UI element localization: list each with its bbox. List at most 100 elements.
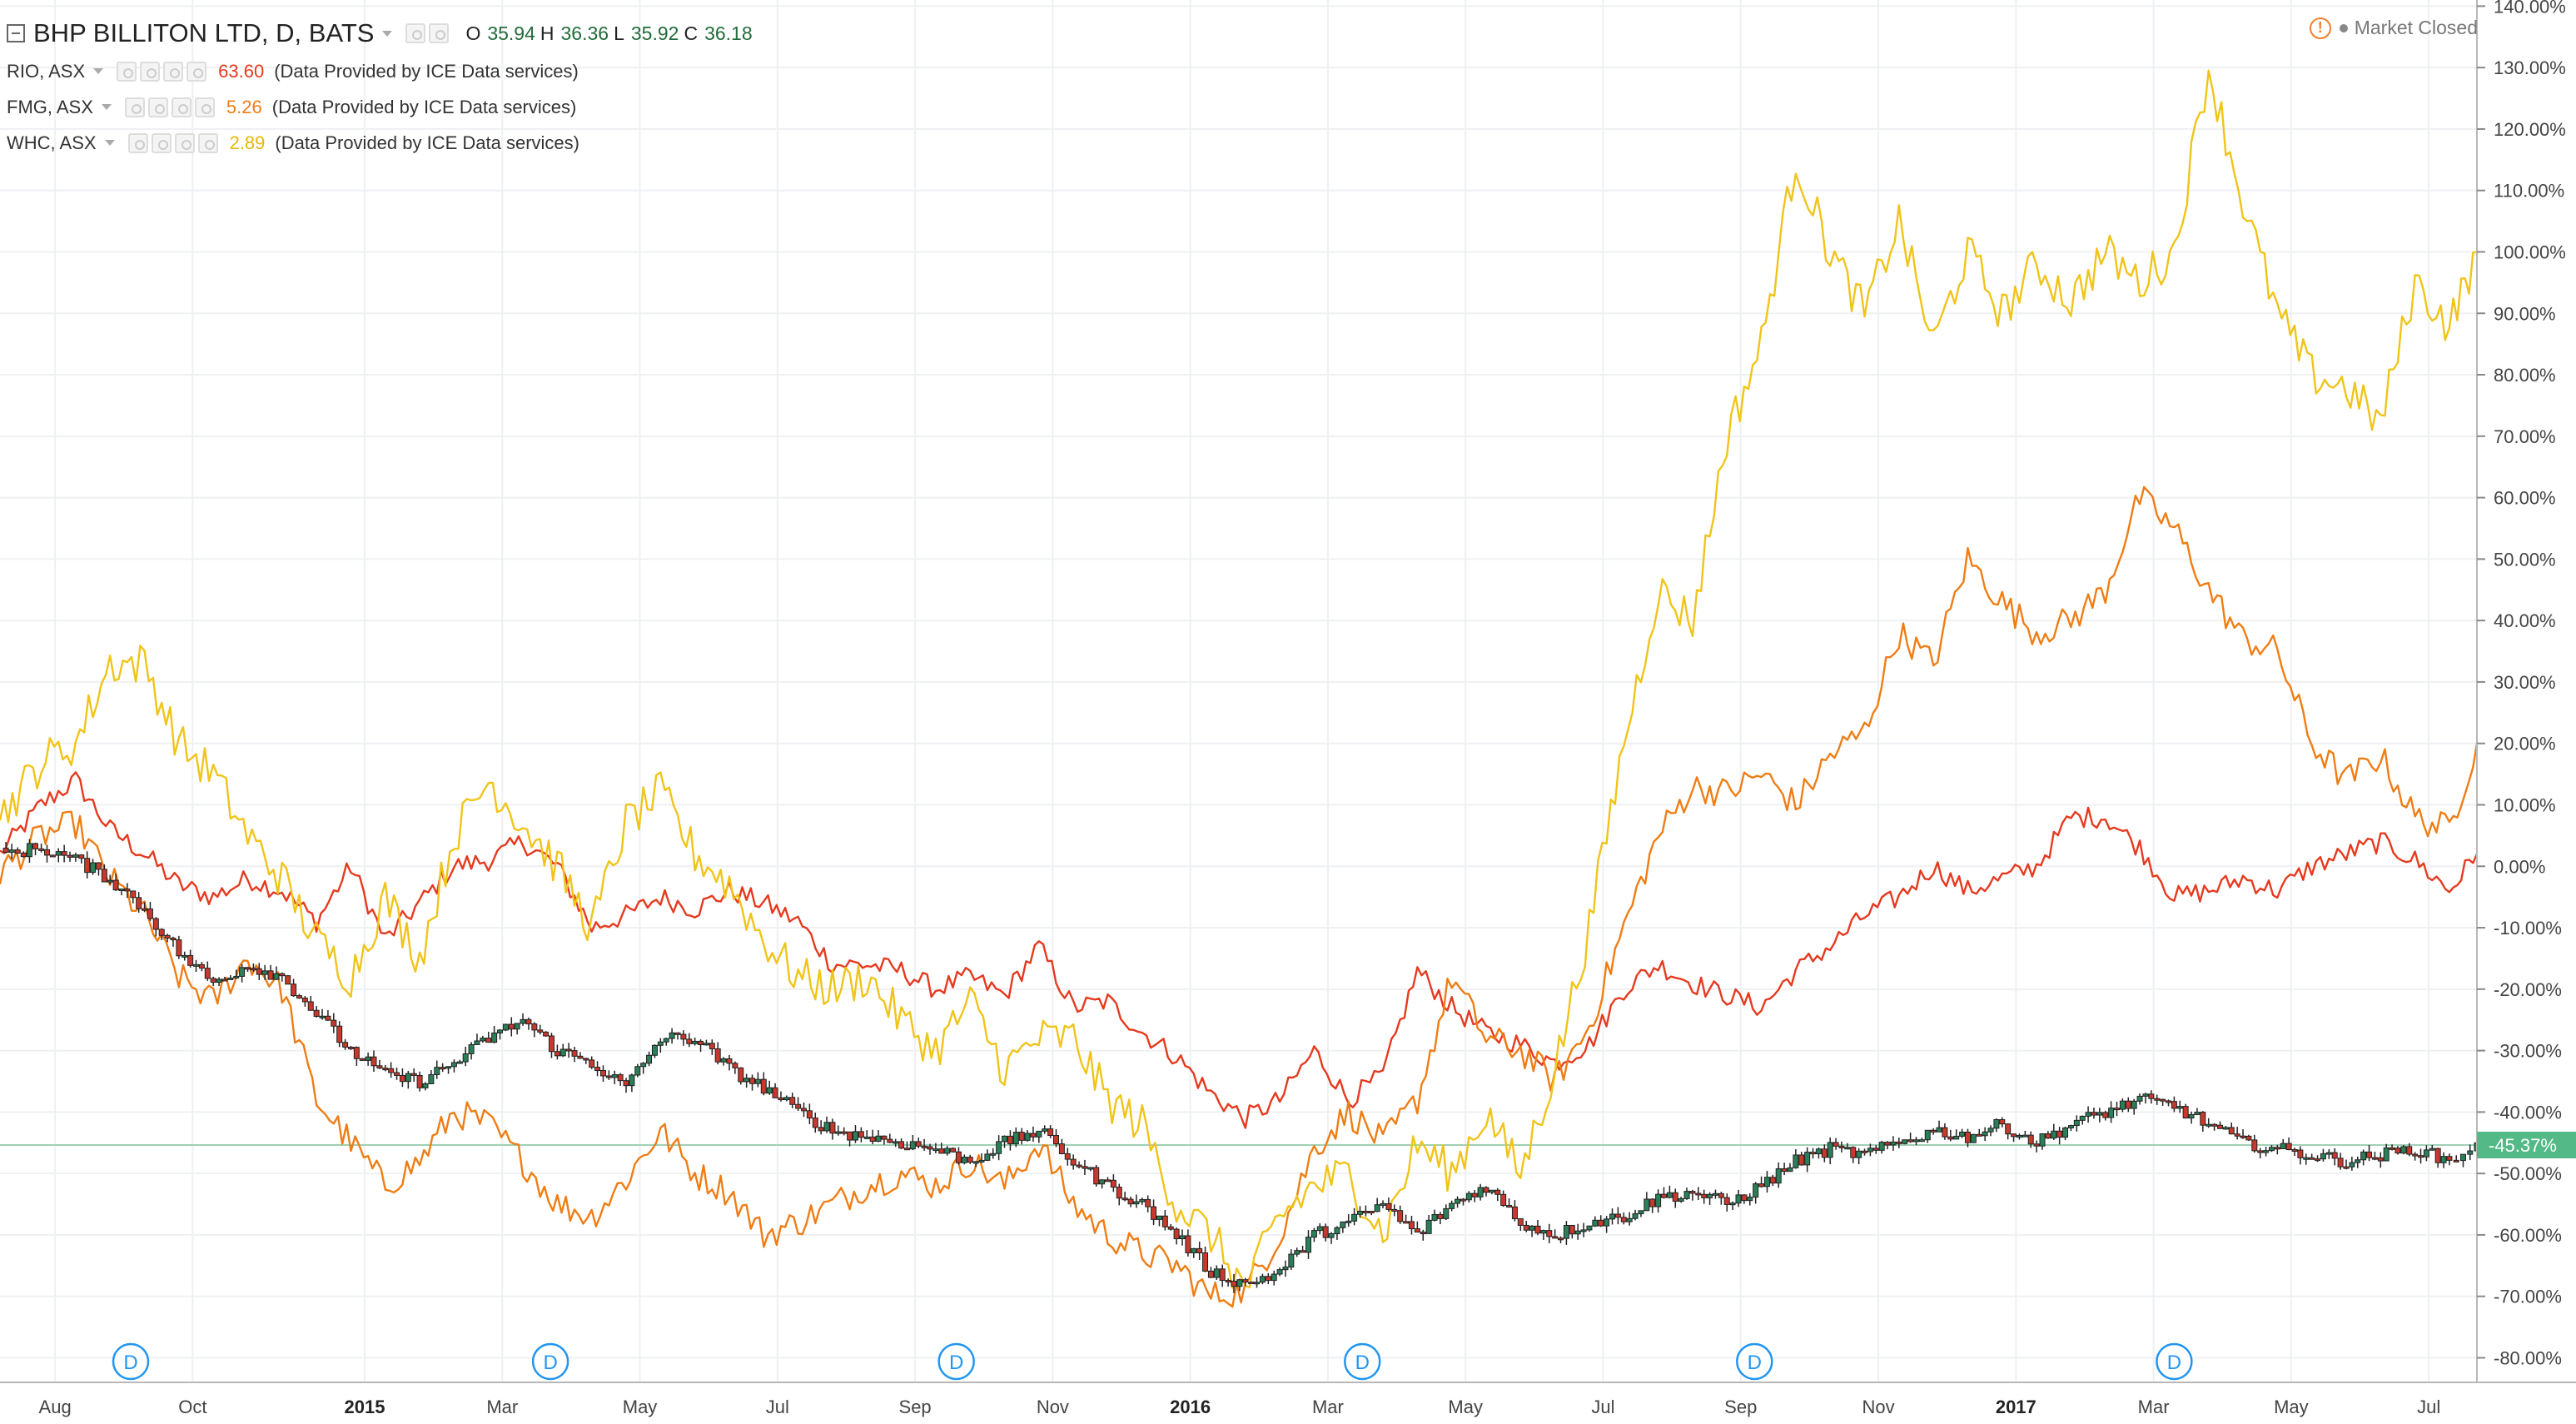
chevron-down-icon[interactable] [104,140,115,146]
candle-body [1856,1150,1862,1158]
legend-row-fmg[interactable]: FMG, ASX 5.26 (Data Provided by ICE Data… [7,89,753,125]
legend-row-whc[interactable]: WHC, ASX 2.89 (Data Provided by ICE Data… [7,125,753,161]
time-scale[interactable]: Aug Oct 2015 Mar May Jul Sep Nov 2016 Mar May Jul Se… [0,1382,2576,1424]
x-tick-label: Nov [1037,1397,1069,1417]
candle-body [55,851,62,856]
candle-body [1844,1147,1851,1150]
candle-body [353,1047,360,1059]
candle-body [2067,1125,2074,1128]
candle-body [2360,1151,2367,1161]
market-status[interactable]: ! Market Closed [2309,17,2478,39]
candle-body [2016,1134,2022,1138]
candle-body [1741,1194,1748,1202]
series-line-fmg [0,485,2479,1308]
dividend-marker-circle [1344,1342,1381,1381]
series-controls[interactable] [405,23,450,43]
candle-body [1007,1135,1013,1145]
legend-main-row[interactable]: BHP BILLITON LTD, D, BATS O 35.94 H 36.36 … [7,13,753,53]
candle-body [2005,1123,2012,1135]
close-icon[interactable] [186,61,207,82]
x-tick-label: 2017 [1996,1397,2036,1417]
gear-icon[interactable] [429,23,450,43]
candle-body [2045,1133,2051,1139]
series-controls[interactable] [127,132,218,153]
collapse-icon[interactable] [7,24,25,42]
candle-body [1912,1139,1919,1143]
candle-body [955,1151,962,1163]
candle-body [2434,1148,2441,1163]
candle-body [1540,1230,1547,1234]
legend-row-rio[interactable]: RIO, ASX 63.60 (Data Provided by ICE Dat… [7,53,753,89]
candle-body [210,978,216,983]
candle-body [1810,1152,1817,1155]
warning-icon[interactable]: ! [2309,17,2331,39]
gear-icon[interactable] [140,61,161,82]
candle-body [1552,1236,1559,1239]
candle-body [2027,1134,2034,1145]
rio-symbol[interactable]: RIO, ASX [7,60,86,82]
add-icon[interactable] [174,132,195,153]
chevron-down-icon[interactable] [101,104,112,110]
candle-body [2,847,9,853]
candle-body [158,929,165,936]
candle-body [227,977,234,980]
candle-body [1231,1280,1237,1287]
candle-body [978,1159,985,1163]
add-icon[interactable] [163,61,184,82]
candle-body [336,1025,343,1043]
candle-body [2194,1112,2201,1115]
candle-body [1334,1227,1340,1235]
candle-body [1351,1213,1358,1222]
gear-icon[interactable] [147,97,168,117]
close-icon[interactable] [197,132,218,153]
candle-body [78,854,85,859]
candle-body [543,1031,550,1037]
chevron-down-icon[interactable] [382,30,393,37]
candle-body [972,1161,979,1164]
candle-body [2211,1123,2218,1127]
candle-body [2222,1127,2229,1130]
candle-body [136,897,142,909]
x-tick-label: Mar [486,1397,518,1417]
y-tick-label: 120.00% [2494,119,2566,140]
candle-body [267,970,274,980]
y-tick-label: -50.00% [2494,1163,2562,1184]
dividend-marker-label: D [949,1352,963,1374]
eye-icon[interactable] [117,61,137,82]
candle-body [525,1018,532,1025]
close-icon[interactable] [194,97,215,117]
candle-body [342,1042,349,1048]
candle-body [152,918,159,930]
whc-symbol[interactable]: WHC, ASX [7,132,97,153]
candle-body [760,1078,767,1094]
candle-body [1242,1279,1249,1283]
candle-body [1683,1191,1690,1199]
y-tick-label: 20.00% [2494,734,2556,754]
candle-body [2331,1152,2338,1159]
candle-body [2079,1115,2086,1121]
candle-body [8,849,15,853]
series-controls[interactable] [117,61,207,82]
price-scale[interactable]: 140.00% 130.00% 120.00% 110.00% 100.00% 90.00… [2476,0,2576,1424]
candle-body [795,1103,802,1109]
fmg-symbol[interactable]: FMG, ASX [7,96,93,117]
candle-body [1483,1187,1489,1193]
candle-body [365,1056,371,1061]
chevron-down-icon[interactable] [93,68,104,74]
close-label: C [684,22,699,44]
candle-body [307,1001,314,1011]
candle-body [1872,1148,1879,1151]
eye-icon[interactable] [124,97,145,117]
candle-body [1087,1167,1094,1170]
last-value-badge: -45.37% [2477,1131,2576,1158]
series-controls[interactable] [124,97,215,117]
main-symbol[interactable]: BHP BILLITON LTD, D, BATS [33,18,375,47]
eye-icon[interactable] [405,23,426,43]
candle-body [1276,1269,1283,1275]
eye-icon[interactable] [127,132,148,153]
x-tick-label: Jul [1591,1397,1614,1417]
add-icon[interactable] [171,97,191,117]
gear-icon[interactable] [151,132,172,153]
